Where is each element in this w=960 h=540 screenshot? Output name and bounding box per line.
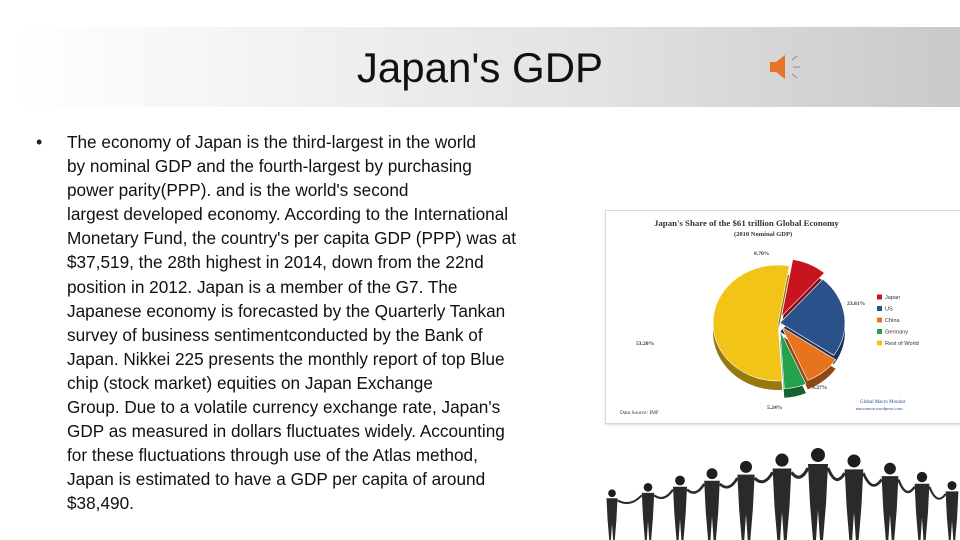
joined-arms xyxy=(790,467,810,479)
slice-value-label: 5.24% xyxy=(767,405,783,411)
speaker-icon[interactable] xyxy=(766,52,806,82)
legend-label: China xyxy=(885,318,901,324)
slice-labels: 8.70% 23.81% 9.27% 5.24% 53.20% xyxy=(636,251,866,411)
joined-arms xyxy=(826,467,846,481)
person-silhouette xyxy=(914,471,930,540)
legend-swatch xyxy=(877,329,882,334)
person-silhouette xyxy=(945,481,959,540)
credit-line-1: Global Macro Monitor xyxy=(860,400,906,405)
gdp-pie-chart: Japan's Share of the $61 trillion Global… xyxy=(605,210,960,424)
legend-swatch xyxy=(877,340,882,346)
legend-swatch xyxy=(877,306,882,311)
person-silhouette xyxy=(844,454,864,540)
people-holding-hands-image xyxy=(606,448,959,540)
joined-arms xyxy=(617,494,643,505)
joined-arms xyxy=(897,479,916,494)
pie-slices-layer xyxy=(712,259,846,390)
person-silhouette xyxy=(606,489,618,540)
legend-label: Japan xyxy=(885,295,900,301)
legend-label: US xyxy=(885,307,893,313)
legend-label: Germany xyxy=(885,330,908,336)
slide-title: Japan's GDP xyxy=(356,44,604,91)
chart-subtitle: (2010 Nominal GDP) xyxy=(734,231,792,238)
pie-slice-germany xyxy=(779,330,807,390)
slice-value-label: 9.27% xyxy=(812,385,828,391)
pie-slice-japan xyxy=(780,259,825,318)
person-silhouette xyxy=(881,462,899,540)
legend-label: Rest of World xyxy=(885,341,919,347)
legend-swatch xyxy=(877,317,882,323)
slice-value-label: 8.70% xyxy=(754,251,770,257)
person-silhouette xyxy=(772,453,792,540)
pie-slice-us xyxy=(779,278,846,356)
joined-arms xyxy=(718,477,739,489)
person-silhouette xyxy=(673,475,687,540)
joined-arms xyxy=(653,488,674,500)
pie-slice-china xyxy=(781,326,837,381)
joined-arms xyxy=(686,483,706,494)
joined-arms xyxy=(753,471,774,484)
person-silhouette xyxy=(704,468,720,540)
legend-swatch xyxy=(877,294,882,300)
person-silhouette xyxy=(808,448,828,540)
body-paragraph: The economy of Japan is the third-larges… xyxy=(67,132,517,514)
chart-legend: Japan US China Germany Rest of World xyxy=(877,294,919,347)
chart-title: Japan's Share of the $61 trillion Global… xyxy=(654,218,839,228)
pie-chart-svg: Japan's Share of the $61 trillion Global… xyxy=(620,218,919,416)
slice-value-label: 23.81% xyxy=(847,301,866,307)
person-silhouette xyxy=(737,460,755,540)
pie-slice-rest-of-world xyxy=(712,264,790,382)
joined-arms xyxy=(862,472,883,487)
joined-arms xyxy=(928,486,947,500)
credit-line-2: macromon.wordpress.com xyxy=(856,406,903,411)
slice-value-label: 53.20% xyxy=(636,341,655,347)
title-banner xyxy=(15,27,960,107)
bullet-marker: • xyxy=(36,132,43,152)
data-source-note: Data Source: IMF xyxy=(620,410,659,416)
person-silhouette xyxy=(641,482,655,540)
